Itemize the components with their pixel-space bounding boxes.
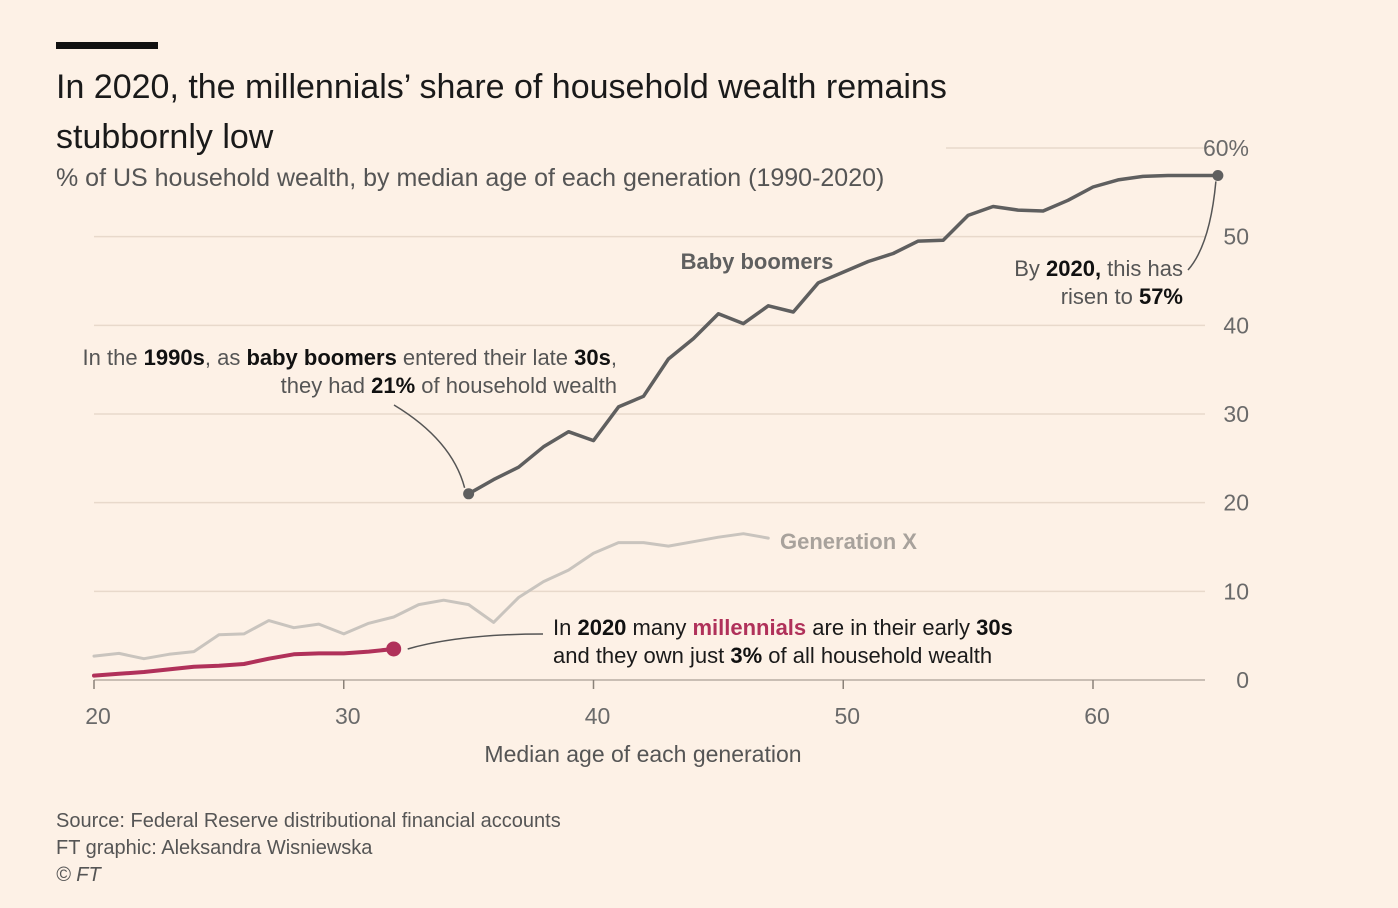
x-tick-label-60: 60 [1084, 703, 1110, 729]
y-tick-label-40: 40 [1223, 312, 1249, 338]
source-note: Source: Federal Reserve distributional f… [56, 810, 561, 832]
annotation-boomers-2020-line2: risen to 57% [1061, 284, 1183, 309]
annotation-boomers-1990-line2: they had 21% of household wealth [281, 373, 617, 398]
copyright-note: © FT [56, 864, 101, 886]
series-line-genx [92, 532, 770, 661]
annotation-boomers-1990-line1: In the 1990s, as baby boomers entered th… [83, 345, 617, 370]
annotation-millennials-2020-line1: In 2020 many millennials are in their ea… [553, 615, 1013, 640]
leader-line-millennials-2020 [407, 633, 544, 650]
marker-boomers-2020 [1212, 169, 1224, 181]
marker-millennials-2020 [386, 641, 402, 657]
y-tick-label-30: 30 [1223, 401, 1249, 427]
y-tick-label-50: 50 [1223, 224, 1249, 250]
x-axis-label: Median age of each generation [484, 741, 801, 767]
series-label-genx: Generation X [780, 529, 917, 554]
leader-line-boomers-2020 [1187, 181, 1217, 271]
chart-footer: Source: Federal Reserve distributional f… [56, 808, 561, 889]
series-line-millennials [92, 647, 396, 678]
series-line-boomers [466, 173, 1220, 496]
annotation-millennials-2020-line2: and they own just 3% of all household we… [553, 643, 992, 668]
marker-boomers-1990 [463, 488, 475, 500]
series-label-boomers: Baby boomers [681, 249, 834, 274]
chart-title: In 2020, the millennials’ share of house… [56, 68, 947, 156]
x-tick-label-50: 50 [834, 703, 860, 729]
y-tick-label-0: 0 [1236, 667, 1249, 693]
x-tick-label-40: 40 [585, 703, 611, 729]
annotation-boomers-2020-line1: By 2020, this has [1014, 256, 1183, 281]
y-tick-label-60: 60% [1203, 135, 1249, 161]
leader-line-boomers-1990 [393, 404, 466, 488]
ft-header-rule [56, 42, 158, 49]
line-chart: 0 10 20 30 40 50 60% 20 30 40 50 60 Median age of ea… [83, 135, 1249, 767]
x-tick-label-20: 20 [85, 703, 111, 729]
x-tick-label-30: 30 [335, 703, 361, 729]
y-tick-label-10: 10 [1223, 578, 1249, 604]
y-tick-label-20: 20 [1223, 490, 1249, 516]
graphic-credit: FT graphic: Aleksandra Wisniewska [56, 837, 373, 859]
chart-subtitle: % of US household wealth, by median age … [56, 164, 885, 192]
